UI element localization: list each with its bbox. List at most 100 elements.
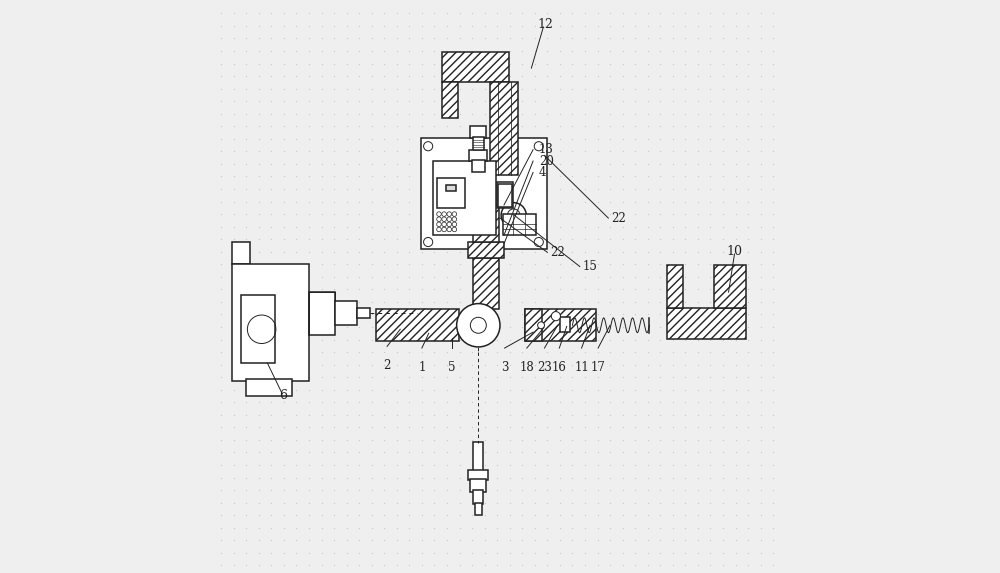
Point <box>389 498 405 507</box>
Point <box>364 34 380 43</box>
Point <box>489 335 505 344</box>
Point <box>564 561 580 570</box>
Point <box>564 548 580 558</box>
Point <box>314 448 330 457</box>
Point <box>527 460 543 469</box>
Point <box>301 84 317 93</box>
Point <box>326 272 342 281</box>
Point <box>702 448 718 457</box>
Point <box>238 134 254 143</box>
Point <box>527 536 543 545</box>
Point <box>564 323 580 332</box>
Point <box>464 498 480 507</box>
Point <box>552 210 568 219</box>
Point <box>452 159 468 168</box>
Point <box>602 109 618 118</box>
Point <box>765 84 781 93</box>
Point <box>263 97 279 106</box>
Point <box>502 561 518 570</box>
Point <box>740 360 756 369</box>
Point <box>615 46 631 56</box>
Point <box>213 398 229 407</box>
Point <box>489 473 505 482</box>
Point <box>226 134 242 143</box>
Point <box>263 34 279 43</box>
Point <box>590 172 606 181</box>
Point <box>652 485 668 494</box>
Point <box>514 561 530 570</box>
Point <box>665 335 681 344</box>
Point <box>314 285 330 294</box>
Point <box>489 121 505 131</box>
Point <box>514 460 530 469</box>
Bar <box>442 83 458 118</box>
Point <box>351 511 367 520</box>
Point <box>740 21 756 30</box>
Point <box>288 285 304 294</box>
Bar <box>503 214 536 235</box>
Point <box>590 34 606 43</box>
Point <box>314 435 330 445</box>
Point <box>728 360 744 369</box>
Point <box>226 260 242 269</box>
Point <box>477 511 493 520</box>
Point <box>514 310 530 319</box>
Point <box>477 398 493 407</box>
Point <box>753 84 769 93</box>
Point <box>590 185 606 194</box>
Point <box>765 210 781 219</box>
Point <box>389 423 405 432</box>
Point <box>590 473 606 482</box>
Point <box>552 197 568 206</box>
Point <box>765 485 781 494</box>
Point <box>477 460 493 469</box>
Point <box>364 9 380 18</box>
Point <box>627 210 643 219</box>
Point <box>740 536 756 545</box>
Point <box>226 272 242 281</box>
Point <box>314 234 330 244</box>
Point <box>539 485 555 494</box>
Point <box>464 222 480 231</box>
Point <box>213 335 229 344</box>
Point <box>753 185 769 194</box>
Point <box>326 360 342 369</box>
Point <box>602 561 618 570</box>
Point <box>539 210 555 219</box>
Point <box>539 260 555 269</box>
Point <box>213 423 229 432</box>
Point <box>652 185 668 194</box>
Point <box>376 498 392 507</box>
Point <box>552 536 568 545</box>
Point <box>602 523 618 532</box>
Point <box>627 410 643 419</box>
Point <box>502 423 518 432</box>
Point <box>426 460 442 469</box>
Point <box>740 9 756 18</box>
Point <box>665 121 681 131</box>
Point <box>276 423 292 432</box>
Point <box>728 72 744 81</box>
Point <box>439 423 455 432</box>
Point <box>238 297 254 307</box>
Point <box>464 561 480 570</box>
Point <box>640 485 656 494</box>
Point <box>602 372 618 382</box>
Point <box>640 498 656 507</box>
Point <box>728 172 744 181</box>
Point <box>439 398 455 407</box>
Point <box>602 473 618 482</box>
Point <box>376 347 392 356</box>
Point <box>414 548 430 558</box>
Point <box>339 21 355 30</box>
Point <box>677 410 693 419</box>
Point <box>502 372 518 382</box>
Point <box>753 310 769 319</box>
Point <box>314 410 330 419</box>
Point <box>690 185 706 194</box>
Point <box>677 185 693 194</box>
Point <box>652 46 668 56</box>
Point <box>439 485 455 494</box>
Point <box>213 385 229 394</box>
Point <box>590 260 606 269</box>
